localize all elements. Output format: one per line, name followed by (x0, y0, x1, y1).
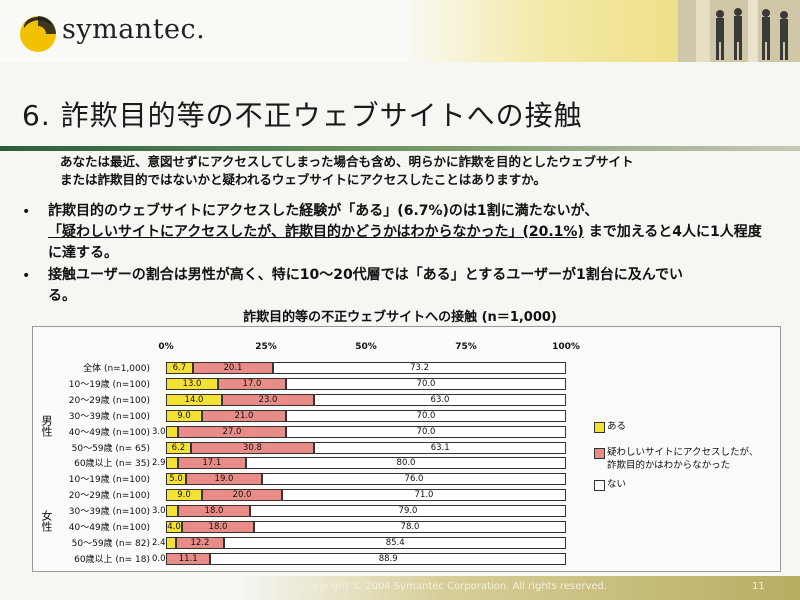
bullet-marker: • (22, 268, 31, 284)
bar-segment: 5.0 (166, 473, 186, 486)
bar-segment: 11.1 (166, 552, 211, 565)
bar-segment (166, 425, 178, 438)
bullet-text-part: まで加えると4人に1人程度に達する。 (48, 224, 762, 261)
question-line: または詐欺目的ではないかと疑われるウェブサイトにアクセスしたことはありますか。 (60, 172, 547, 187)
bar-segment: 85.4 (224, 536, 566, 549)
category-label: 10～19歳 (n=100) (68, 475, 150, 486)
legend-label: ない (607, 479, 627, 490)
category-label: 60歳以上 (n= 18) (74, 554, 150, 565)
bar-segment: 9.0 (166, 489, 202, 502)
category-label: 30～39歳 (n=100) (68, 411, 150, 422)
bar-segment: 70.0 (286, 425, 566, 438)
bar-segment (166, 457, 178, 470)
bar-segment: 17.1 (177, 457, 246, 470)
survey-question: あなたは最近、意図せずにアクセスしてしまった場合も含め、明らかに詐欺を目的とした… (60, 153, 760, 189)
title-divider (0, 146, 800, 151)
bar-segment: 78.0 (254, 521, 566, 533)
bar-segment: 6.7 (166, 362, 193, 374)
data-label: 2.4 (152, 537, 166, 548)
legend-label: 詐欺目的かはわからなかった (607, 460, 731, 471)
bar-segment: 30.8 (190, 441, 314, 454)
bullet-marker: • (22, 204, 31, 220)
category-label: 20～29歳 (n=100) (68, 491, 150, 502)
bar-segment: 20.1 (192, 362, 274, 374)
legend-label: 疑わしいサイトにアクセスしたが、 (607, 447, 759, 458)
category-label: 40～49歳 (n=100) (68, 427, 150, 438)
bar-segment: 88.9 (210, 552, 566, 565)
group-label: 男性 (40, 414, 53, 437)
bar-segment: 27.0 (178, 425, 286, 438)
legend-swatch (594, 448, 605, 459)
data-label: 2.9 (152, 458, 166, 469)
bar-segment (166, 505, 178, 518)
bar-segment: 80.0 (246, 457, 566, 470)
header-photo (678, 0, 800, 62)
bar-segment (166, 536, 176, 549)
legend-swatch (594, 480, 605, 491)
bar-segment: 4.0 (166, 521, 182, 533)
bar-segment: 19.0 (186, 473, 262, 486)
legend-label: ある (607, 421, 627, 432)
bar-segment: 70.0 (286, 409, 566, 422)
slide-footer (0, 576, 800, 600)
bar-segment: 73.2 (273, 362, 566, 374)
axis-tick-label: 0% (158, 342, 174, 352)
bar-segment: 6.2 (166, 441, 191, 454)
data-label: 3.0 (152, 506, 166, 517)
slide-title: 6. 詐欺目的等の不正ウェブサイトへの接触 (22, 99, 583, 132)
logo-wordmark: symantec. (62, 14, 206, 45)
bar-segment: 76.0 (262, 473, 566, 486)
bar-segment: 63.1 (314, 441, 567, 454)
bar-segment: 18.0 (182, 521, 254, 533)
data-label: 3.0 (152, 426, 166, 437)
axis-tick-label: 25% (255, 342, 277, 352)
group-label: 女性 (40, 510, 53, 532)
bar-segment: 17.0 (218, 377, 286, 390)
copyright-text: Copyright © 2004 Symantec Corporation. A… (300, 581, 608, 592)
bar-segment: 20.0 (202, 489, 282, 502)
category-label: 40～49歳 (n=100) (68, 523, 150, 533)
bar-segment: 70.0 (286, 377, 566, 390)
bar-segment: 18.0 (178, 505, 250, 518)
category-label: 20～29歳 (n=100) (68, 395, 150, 406)
bullet-text-emphasis: 「疑わしいサイトにアクセスしたが、詐欺目的かどうかはわからなかった」(20.1%… (48, 224, 584, 240)
symantec-logo-icon (20, 16, 56, 52)
axis-tick-label: 50% (355, 342, 377, 352)
data-label: 0.0 (152, 553, 166, 564)
bar-segment: 23.0 (222, 393, 314, 406)
bullet-text: 接触ユーザーの割合は男性が高く、特に10～20代層では「ある」とするユーザーが1… (48, 265, 698, 307)
bar-segment: 71.0 (282, 489, 566, 502)
bullet-text-part: 接触ユーザーの割合は男性が高く、特に10～20代層では「ある」とするユーザーが1… (48, 267, 684, 304)
bar-segment: 12.2 (175, 536, 225, 549)
category-label: 10～19歳 (n=100) (68, 379, 150, 390)
bar-segment: 14.0 (166, 393, 222, 406)
slide-header: symantec. (0, 0, 800, 62)
axis-tick-label: 100% (552, 342, 580, 352)
bullet-text: 詐欺目的のウェブサイトにアクセスした経験が「ある」(6.7%)のは1割に満たない… (48, 201, 768, 264)
axis-tick-label: 75% (455, 342, 477, 352)
legend-swatch (594, 422, 605, 433)
category-label: 全体 (n=1,000) (83, 364, 150, 374)
bar-segment: 21.0 (202, 409, 286, 422)
bar-segment: 79.0 (250, 505, 566, 518)
bar-segment: 63.0 (314, 393, 566, 406)
bar-segment: 13.0 (166, 377, 218, 390)
bullet-text-part: 詐欺目的のウェブサイトにアクセスした経験が「ある」(6.7%)のは1割に満たない… (48, 203, 599, 219)
category-label: 60歳以上 (n= 35) (74, 459, 150, 470)
category-label: 50～59歳 (n= 65) (71, 443, 150, 454)
question-line: あなたは最近、意図せずにアクセスしてしまった場合も含め、明らかに詐欺を目的とした… (60, 154, 634, 169)
chart-title: 詐欺目的等の不正ウェブサイトへの接触 (n＝1,000) (243, 310, 557, 325)
category-label: 50～59歳 (n= 82) (71, 538, 150, 549)
bar-segment: 9.0 (166, 409, 202, 422)
page-number: 11 (752, 581, 765, 592)
category-label: 30～39歳 (n=100) (68, 507, 150, 518)
